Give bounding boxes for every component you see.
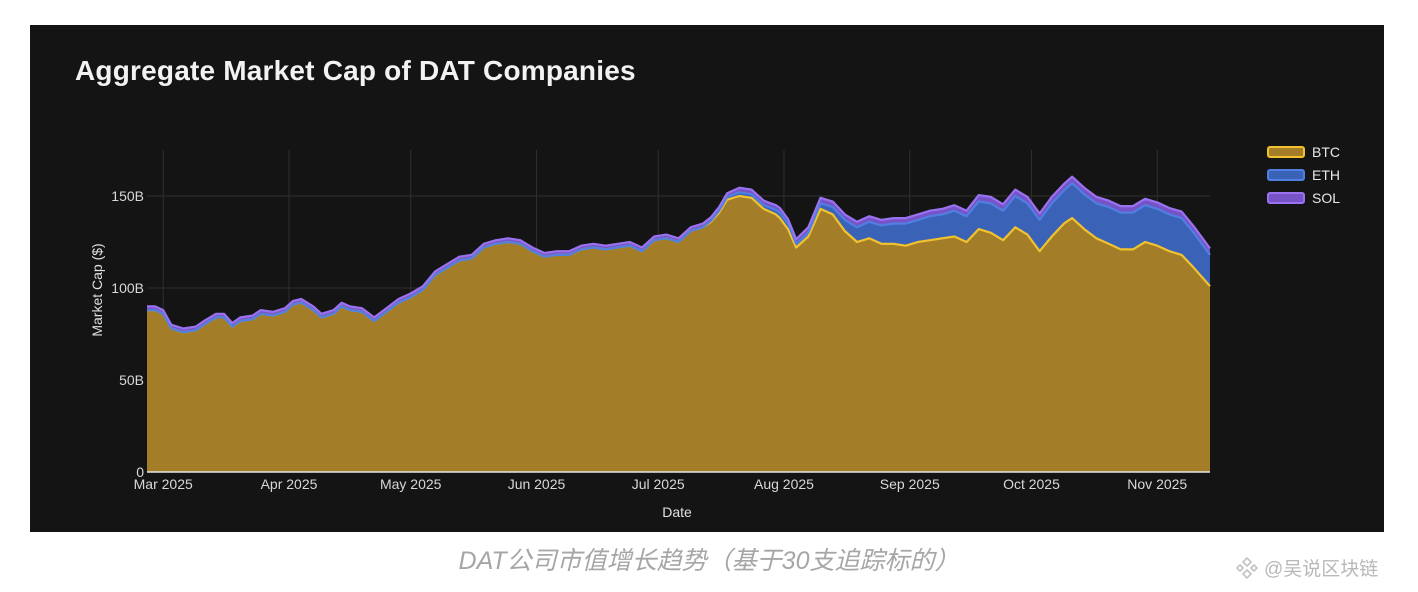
x-tick-label: Aug 2025 bbox=[754, 476, 814, 492]
btc-area bbox=[147, 196, 1210, 472]
watermark: @吴说区块链 bbox=[1234, 554, 1378, 581]
watermark-text: @吴说区块链 bbox=[1264, 559, 1379, 580]
figure-caption: DAT公司市值增长趋势（基于30支追踪标的） bbox=[458, 547, 960, 575]
x-tick-label: Nov 2025 bbox=[1127, 476, 1187, 492]
eth-area bbox=[147, 183, 1210, 333]
x-tick-label: Mar 2025 bbox=[134, 476, 193, 492]
x-tick-label: Jun 2025 bbox=[508, 476, 566, 492]
y-axis-title: Market Cap ($) bbox=[89, 243, 105, 336]
y-tick-label: 0 bbox=[136, 464, 144, 480]
x-tick-label: Apr 2025 bbox=[261, 476, 318, 492]
x-tick-label: Oct 2025 bbox=[1003, 476, 1060, 492]
x-tick-label: Jul 2025 bbox=[632, 476, 685, 492]
x-tick-label: May 2025 bbox=[380, 476, 442, 492]
y-tick-label: 150B bbox=[111, 188, 144, 204]
chart-panel: 0 50B 100B 150B Mar 2025 Apr 2025 May 2025 Jun … bbox=[30, 25, 1384, 532]
legend-label: ETH bbox=[1312, 167, 1340, 183]
legend-label: SOL bbox=[1312, 190, 1340, 206]
legend-item-btc[interactable]: BTC bbox=[1267, 144, 1340, 160]
chart-title: Aggregate Market Cap of DAT Companies bbox=[75, 55, 636, 86]
series-layer bbox=[147, 175, 1211, 472]
legend-item-sol[interactable]: SOL bbox=[1267, 190, 1340, 206]
binance-diamond-icon bbox=[1235, 556, 1259, 579]
legend-label: BTC bbox=[1312, 144, 1340, 160]
y-tick-label: 50B bbox=[119, 372, 144, 388]
x-tick-label: Sep 2025 bbox=[880, 476, 940, 492]
x-axis-title: Date bbox=[662, 504, 692, 520]
eth-line bbox=[147, 182, 1211, 334]
sol-line bbox=[147, 175, 1211, 330]
legend-item-eth[interactable]: ETH bbox=[1267, 167, 1340, 183]
legend-swatch bbox=[1267, 192, 1305, 204]
legend-swatch bbox=[1267, 169, 1305, 181]
legend[interactable]: BTC ETH SOL bbox=[1267, 144, 1340, 206]
axis-layer: 0 50B 100B 150B Mar 2025 Apr 2025 May 2025 Jun … bbox=[111, 188, 1210, 492]
y-tick-label: 100B bbox=[111, 280, 144, 296]
legend-swatch bbox=[1267, 146, 1305, 158]
chart-svg: 0 50B 100B 150B Mar 2025 Apr 2025 May 2025 Jun … bbox=[89, 144, 1340, 520]
